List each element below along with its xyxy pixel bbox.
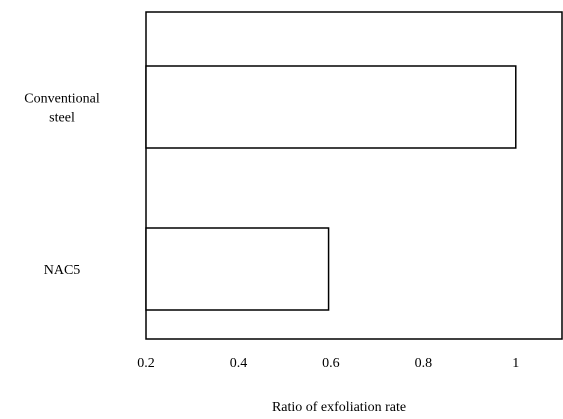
x-tick-label-2: 0.6 xyxy=(322,356,340,371)
x-tick-label-4: 1 xyxy=(512,356,519,371)
bars-group xyxy=(145,65,517,311)
x-axis-title: Ratio of exfoliation rate xyxy=(272,400,406,415)
category-label-1-line-0: NAC5 xyxy=(44,263,81,278)
bar-0 xyxy=(145,65,517,149)
x-tick-label-3: 0.8 xyxy=(415,356,433,371)
category-labels-group: Conventional steel NAC5 xyxy=(24,92,100,279)
x-tick-label-0: 0.2 xyxy=(137,356,155,371)
plot-frame xyxy=(145,11,563,340)
x-tick-label-1: 0.4 xyxy=(230,356,248,371)
bar-1 xyxy=(145,227,330,311)
category-label-0-line-1: steel xyxy=(49,111,75,126)
category-label-0-line-0: Conventional xyxy=(24,92,100,107)
x-ticks-group: 0.2 0.4 0.6 0.8 1 xyxy=(137,356,519,371)
